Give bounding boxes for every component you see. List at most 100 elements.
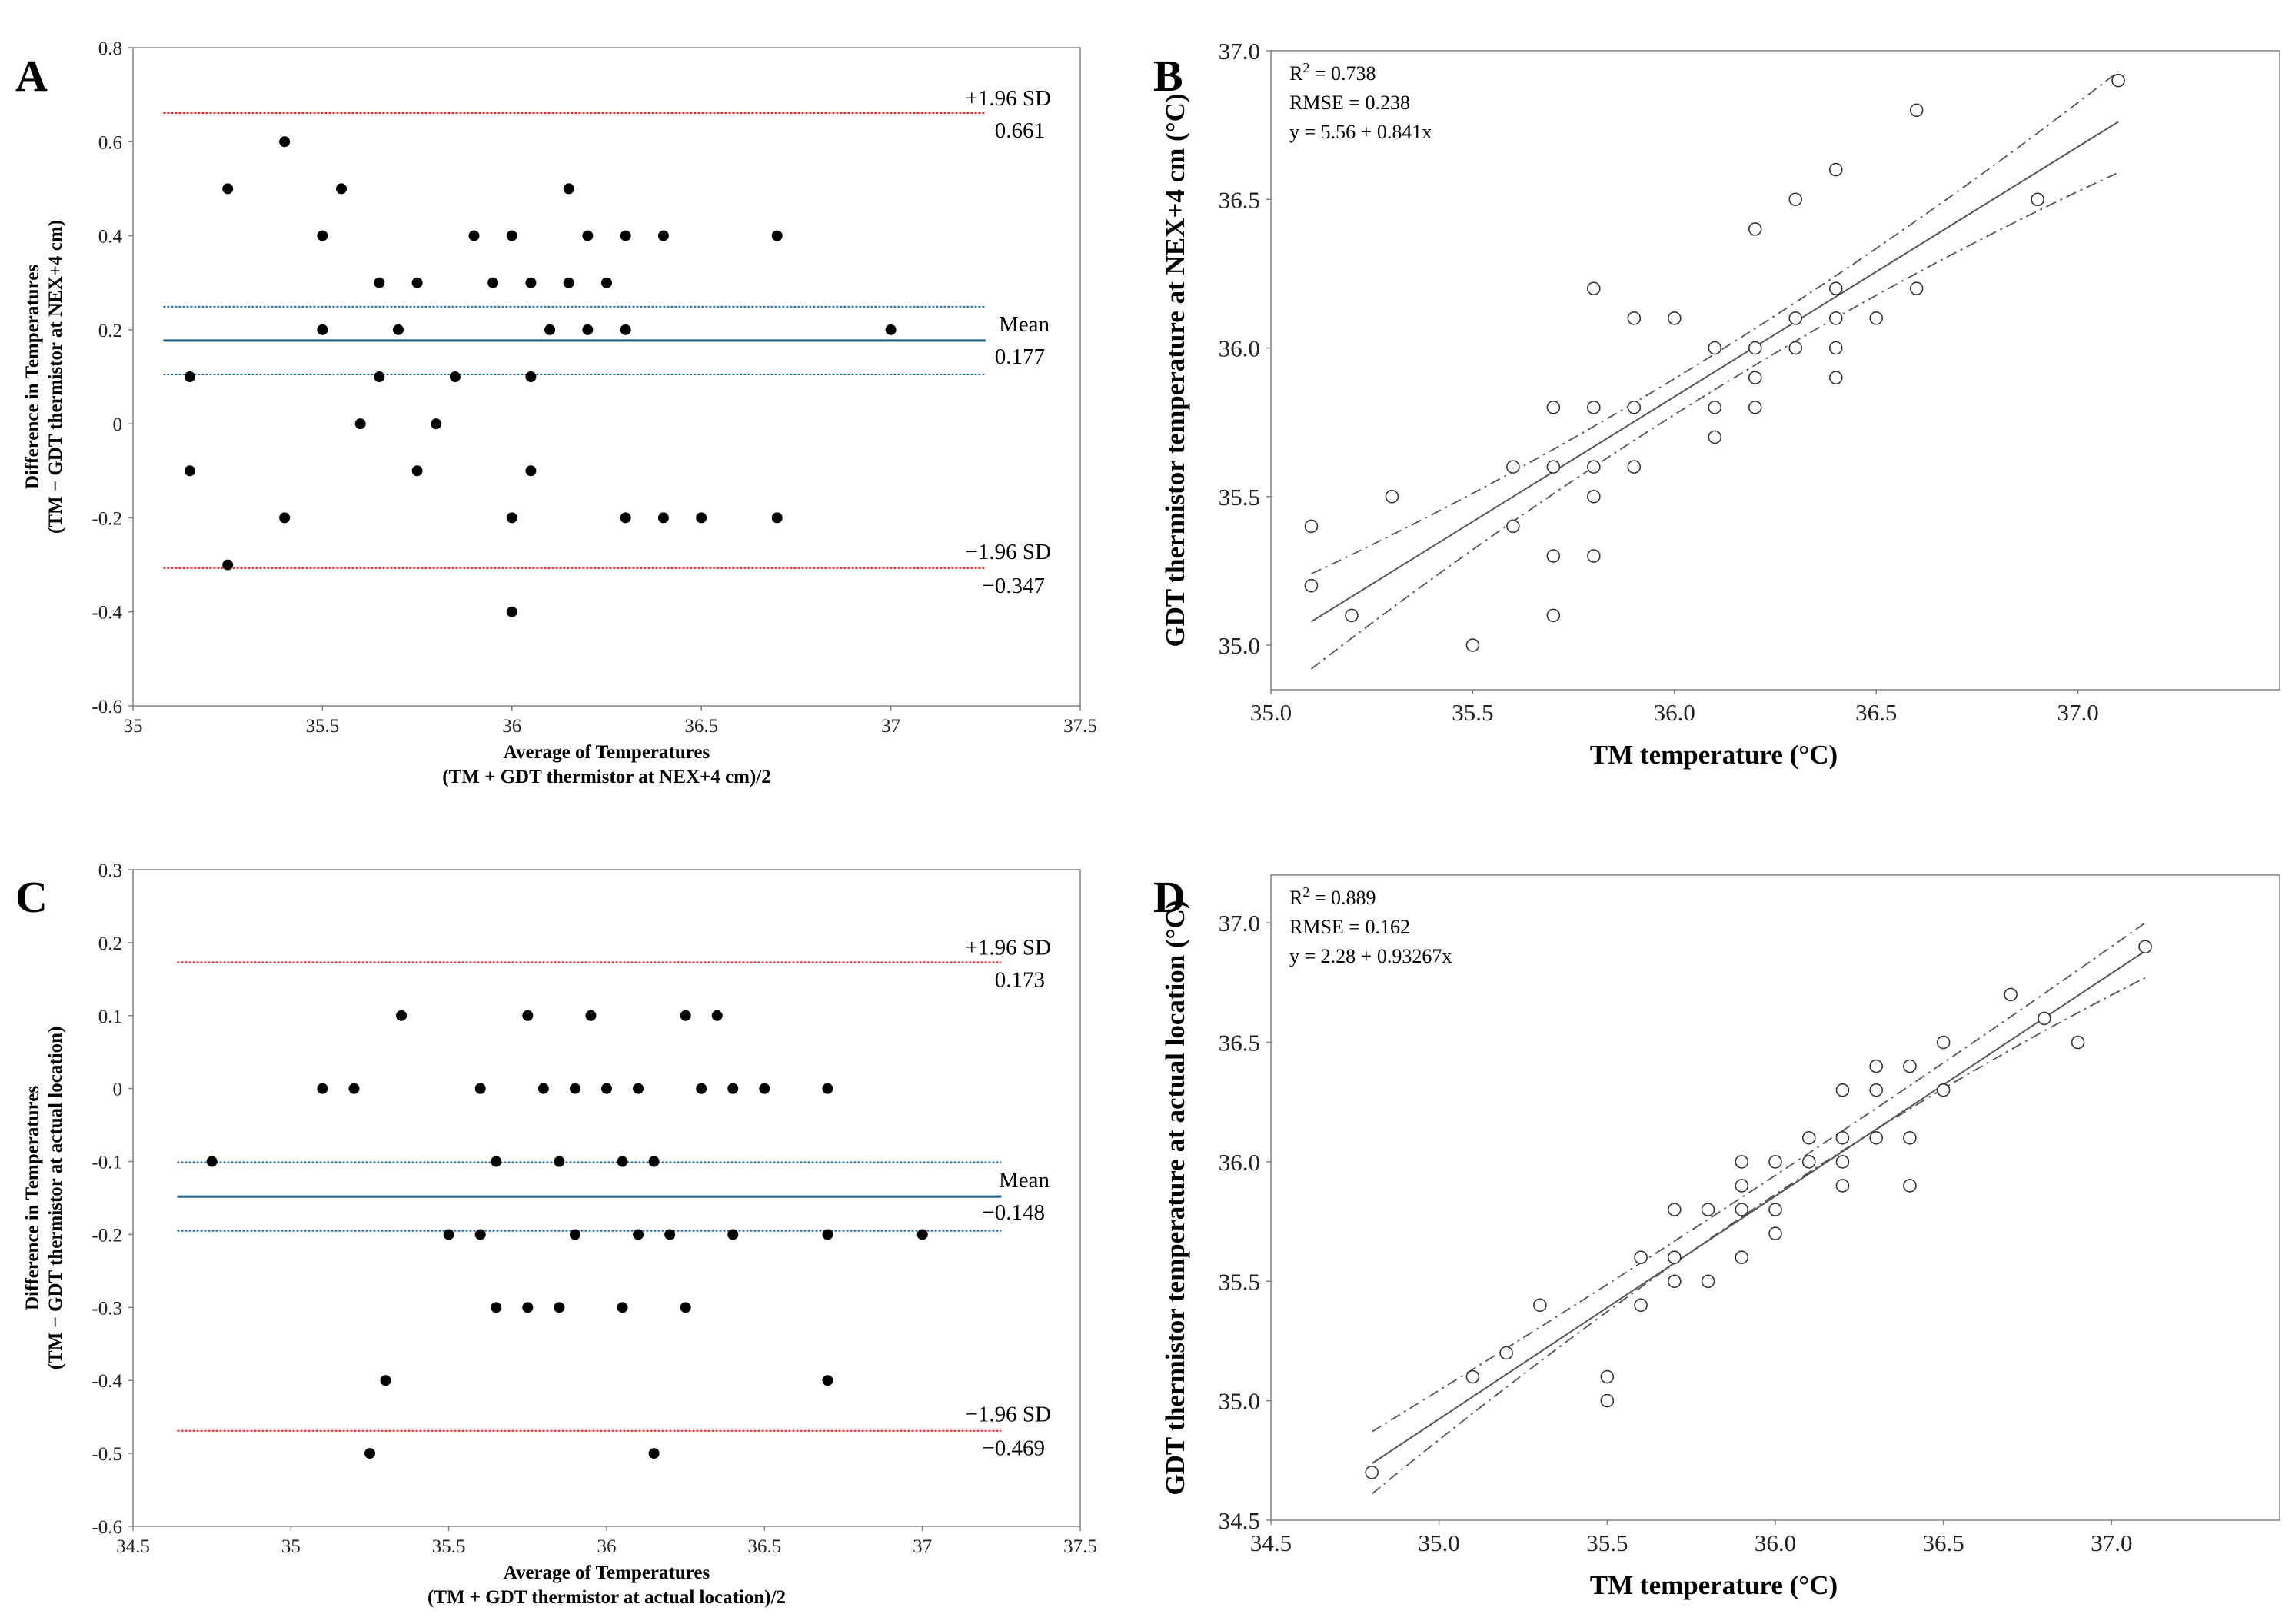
data-point xyxy=(1869,1131,1883,1145)
y-tick-label: -0.5 xyxy=(91,1444,122,1465)
lower-limit-value: −0.347 xyxy=(982,574,1045,598)
y-axis-label: GDT thermistor temperature at NEX+4 cm (… xyxy=(1160,93,1190,647)
y-tick-label: 36.0 xyxy=(1219,335,1260,362)
y-tick-label: 0.4 xyxy=(98,227,123,248)
data-point xyxy=(474,1083,486,1094)
data-point xyxy=(491,1302,502,1313)
data-point xyxy=(1835,1179,1850,1193)
data-point xyxy=(633,1229,644,1240)
data-point xyxy=(396,1010,408,1021)
data-point xyxy=(206,1156,218,1167)
data-point xyxy=(727,1083,739,1094)
data-point xyxy=(474,1229,486,1240)
data-point xyxy=(569,1229,580,1240)
data-point xyxy=(491,1156,502,1167)
y-tick-label: 37.0 xyxy=(1219,910,1260,937)
data-point xyxy=(544,324,556,335)
data-point xyxy=(1385,489,1399,504)
y-tick-label: 0 xyxy=(113,1080,123,1100)
data-point xyxy=(1627,460,1642,474)
panel-c: C 0.3 0.2 0.1 0 -0.1 -0.2 -0.3 -0.4 -0.5 -0.634.5 3… xyxy=(15,860,1097,1608)
x-tick-label: 35.5 xyxy=(306,716,340,737)
x-tick-label: 35.5 xyxy=(432,1536,466,1557)
panel-b: B 35.0 35.5 36.0 36.5 37.0 35.0 35.5 36.0 36.5 37.… xyxy=(1153,38,2280,770)
data-point xyxy=(1701,1203,1715,1216)
x-tick-label: 37 xyxy=(913,1536,932,1557)
data-point xyxy=(279,136,291,148)
data-point xyxy=(648,1448,660,1459)
data-point xyxy=(1587,281,1601,296)
data-point xyxy=(554,1302,565,1313)
data-point xyxy=(1365,1466,1379,1479)
y-tick-label: -0.2 xyxy=(91,508,122,529)
data-point xyxy=(317,1083,328,1094)
x-tick-label: 35 xyxy=(281,1536,301,1557)
data-point xyxy=(1506,519,1520,534)
data-point xyxy=(1788,311,1803,325)
panel-letter: B xyxy=(1153,51,1183,101)
x-tick-label: 37.5 xyxy=(1063,1536,1097,1557)
data-point xyxy=(1768,1155,1782,1169)
data-point xyxy=(1748,341,1762,355)
data-point xyxy=(1345,608,1359,623)
data-point xyxy=(184,371,195,382)
data-point xyxy=(392,324,404,335)
data-point xyxy=(374,371,385,382)
data-point xyxy=(1668,1250,1682,1264)
x-tick-label: 36.5 xyxy=(1855,699,1897,726)
x-tick-label: 35.0 xyxy=(1250,699,1292,726)
data-point xyxy=(1587,489,1601,504)
data-point xyxy=(1587,549,1601,563)
x-tick-label: 37.0 xyxy=(2057,699,2098,726)
x-tick-label: 37 xyxy=(881,716,900,737)
data-point xyxy=(1546,460,1561,474)
data-point xyxy=(506,606,517,617)
x-axis-label: (TM + GDT thermistor at actual location)… xyxy=(427,1587,786,1608)
data-point xyxy=(1835,1155,1850,1169)
regression-line xyxy=(1371,950,2146,1465)
data-point xyxy=(1546,401,1561,414)
data-point xyxy=(727,1229,739,1240)
mean-value: −0.148 xyxy=(982,1200,1045,1225)
data-point xyxy=(2138,940,2152,954)
data-point xyxy=(1499,1346,1513,1360)
data-point xyxy=(348,1083,360,1094)
data-point xyxy=(1903,1179,1917,1193)
data-point xyxy=(1600,1393,1615,1408)
y-tick-label: 37.0 xyxy=(1219,38,1260,65)
data-point xyxy=(525,371,537,382)
data-point xyxy=(1304,578,1319,593)
data-point xyxy=(1788,192,1803,207)
data-point xyxy=(617,1302,628,1313)
data-point xyxy=(1627,401,1642,414)
data-point xyxy=(525,277,537,288)
y-tick-label: -0.4 xyxy=(91,603,122,624)
data-point xyxy=(1903,1131,1917,1145)
data-point xyxy=(680,1302,691,1313)
data-point xyxy=(522,1010,534,1021)
panel-d: D 34.5 35.0 35.5 36.0 36.5 37.0 34.5 35.0 35.5 36.… xyxy=(1153,872,2280,1600)
data-point xyxy=(617,1156,628,1167)
data-point xyxy=(620,324,631,335)
plot-frame xyxy=(1270,50,2280,691)
y-tick-label: 35.5 xyxy=(1219,1268,1260,1295)
data-point xyxy=(537,1083,549,1094)
data-point xyxy=(1835,1131,1850,1145)
data-point xyxy=(1748,401,1762,414)
data-point xyxy=(2038,1011,2051,1026)
r-squared-stat: R2 = 0.889 xyxy=(1289,884,1376,909)
data-point xyxy=(1748,222,1762,236)
lower-limit-value: −0.469 xyxy=(982,1436,1045,1461)
data-point xyxy=(633,1083,644,1094)
data-point xyxy=(522,1302,534,1313)
x-tick-label: 35 xyxy=(124,716,143,737)
data-point xyxy=(506,512,517,524)
data-point xyxy=(620,230,631,241)
plot-frame xyxy=(132,47,1081,707)
data-point xyxy=(1801,1155,1816,1169)
data-point xyxy=(601,277,612,288)
upper-limit-label: +1.96 SD xyxy=(966,936,1051,960)
regression-line xyxy=(1310,121,2119,623)
lower-limit-label: −1.96 SD xyxy=(966,540,1051,564)
